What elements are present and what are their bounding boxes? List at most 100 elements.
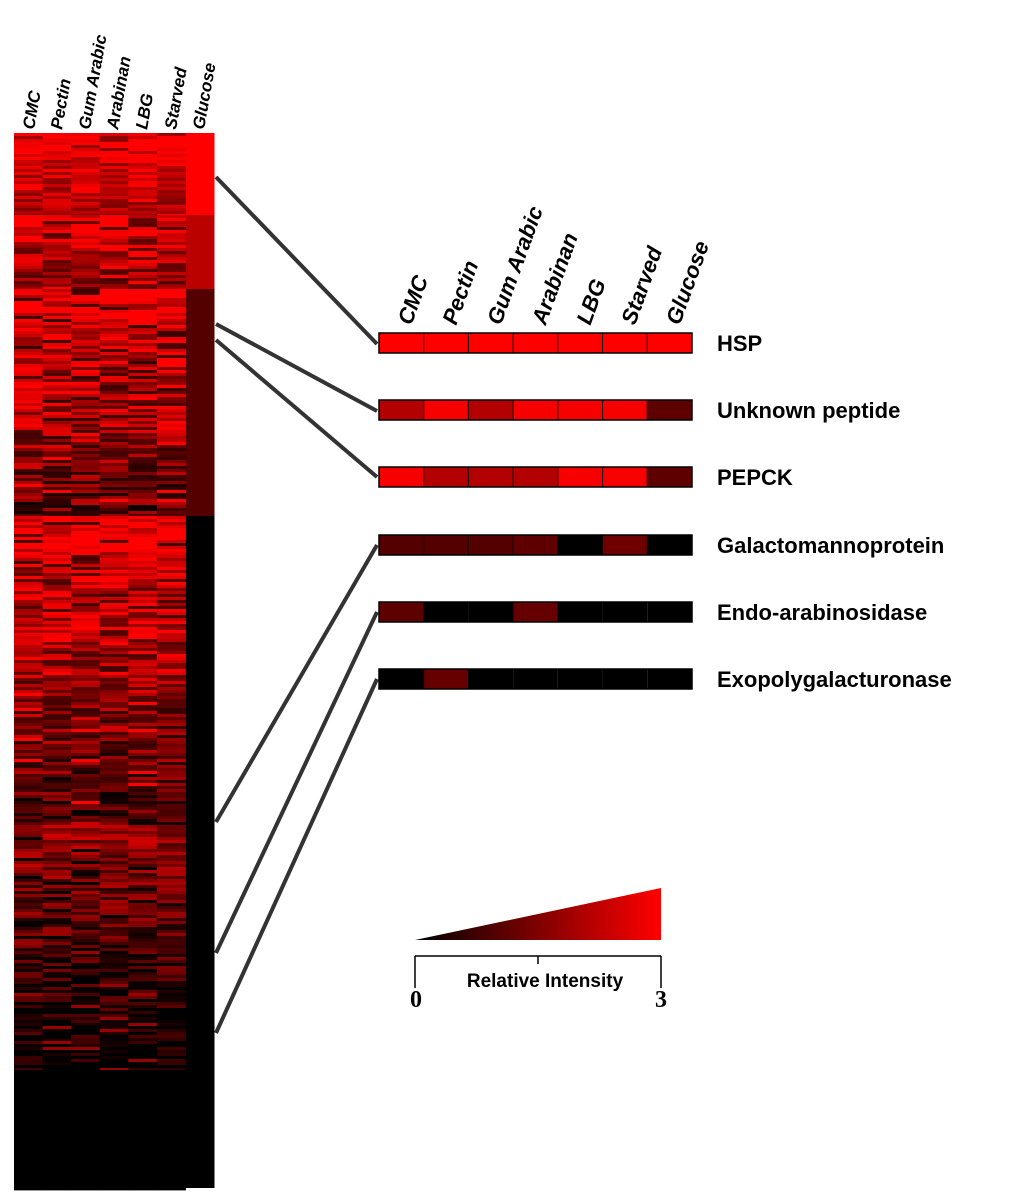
overview-cell xyxy=(42,1124,72,1128)
overview-cell xyxy=(99,564,129,568)
overview-cell xyxy=(14,289,44,293)
overview-cell xyxy=(99,448,129,452)
overview-cell xyxy=(42,564,72,568)
overview-cell xyxy=(14,762,44,766)
overview-cell xyxy=(99,975,129,979)
overview-cell xyxy=(71,744,101,748)
overview-cell xyxy=(42,966,72,970)
overview-cell xyxy=(99,248,129,252)
overview-cell xyxy=(42,478,72,482)
overview-cell xyxy=(71,729,101,733)
overview-cell xyxy=(42,1163,72,1167)
overview-cell xyxy=(128,236,158,240)
overview-cell xyxy=(14,960,44,964)
overview-cell xyxy=(156,546,186,550)
overview-cell xyxy=(99,1035,129,1039)
overview-cell xyxy=(99,816,129,820)
overview-cell xyxy=(42,1088,72,1092)
detail-cell xyxy=(378,399,425,421)
overview-cell xyxy=(42,867,72,871)
overview-cell xyxy=(14,882,44,886)
detail-cell xyxy=(423,466,469,488)
overview-cell xyxy=(42,987,72,991)
overview-cell xyxy=(71,1106,101,1110)
detail-cell xyxy=(378,332,425,354)
overview-cell xyxy=(156,514,186,518)
overview-cell xyxy=(14,175,44,179)
overview-cell xyxy=(99,825,129,829)
overview-cell xyxy=(156,723,186,727)
overview-cell xyxy=(99,993,129,997)
overview-cell xyxy=(14,221,44,225)
overview-cell xyxy=(156,684,186,688)
overview-cell xyxy=(99,861,129,865)
overview-cell xyxy=(99,594,129,598)
overview-cell xyxy=(99,702,129,706)
overview-cell xyxy=(14,218,44,222)
overview-cell xyxy=(14,651,44,655)
overview-cell xyxy=(99,136,129,140)
overview-cell xyxy=(71,1002,101,1006)
overview-cell xyxy=(99,227,129,231)
overview-cell xyxy=(156,1145,186,1149)
overview-cell xyxy=(71,735,101,739)
overview-cell xyxy=(99,139,129,143)
overview-cell xyxy=(42,157,72,161)
overview-cell xyxy=(156,963,186,967)
overview-cell xyxy=(128,996,158,1000)
overview-cell xyxy=(99,1139,129,1143)
overview-cell xyxy=(14,660,44,664)
overview-cell xyxy=(42,597,72,601)
overview-cell xyxy=(156,948,186,952)
overview-cell xyxy=(128,221,158,225)
overview-cell xyxy=(42,260,72,264)
overview-cell xyxy=(71,184,101,188)
overview-cell xyxy=(14,394,44,398)
overview-cell xyxy=(99,771,129,775)
overview-cell xyxy=(14,786,44,790)
overview-cell xyxy=(128,145,158,149)
overview-cell xyxy=(42,319,72,323)
overview-cell xyxy=(128,846,158,850)
overview-cell xyxy=(128,289,158,293)
overview-cell xyxy=(42,624,72,628)
overview-cell xyxy=(128,133,158,137)
overview-cell xyxy=(71,236,101,240)
overview-cell xyxy=(128,1076,158,1080)
overview-cell xyxy=(99,552,129,556)
overview-cell xyxy=(14,705,44,709)
overview-cell xyxy=(156,996,186,1000)
overview-cell xyxy=(156,891,186,895)
overview-cell xyxy=(156,840,186,844)
overview-cell xyxy=(156,304,186,308)
overview-cell xyxy=(128,281,158,285)
overview-cell xyxy=(14,1020,44,1024)
overview-cell xyxy=(42,472,72,476)
overview-cell xyxy=(156,777,186,781)
overview-cell xyxy=(71,723,101,727)
overview-cell xyxy=(71,951,101,955)
overview-cell xyxy=(42,783,72,787)
overview-cell xyxy=(42,834,72,838)
overview-cell xyxy=(42,1002,72,1006)
overview-cell xyxy=(14,230,44,234)
overview-cell xyxy=(156,451,186,455)
overview-cell xyxy=(128,331,158,335)
overview-cell xyxy=(99,783,129,787)
overview-cell xyxy=(71,813,101,817)
overview-cell xyxy=(42,768,72,772)
overview-cell xyxy=(71,248,101,252)
overview-cell xyxy=(156,807,186,811)
overview-cell xyxy=(42,849,72,853)
overview-cell xyxy=(156,1017,186,1021)
overview-cell xyxy=(128,248,158,252)
overview-cell xyxy=(128,750,158,754)
overview-cell xyxy=(156,1184,186,1188)
overview-cell xyxy=(128,367,158,371)
overview-cell xyxy=(42,463,72,467)
overview-cell xyxy=(156,1100,186,1104)
overview-cell xyxy=(99,175,129,179)
overview-cell xyxy=(71,660,101,664)
overview-cell xyxy=(14,160,44,164)
overview-cell xyxy=(99,519,129,523)
